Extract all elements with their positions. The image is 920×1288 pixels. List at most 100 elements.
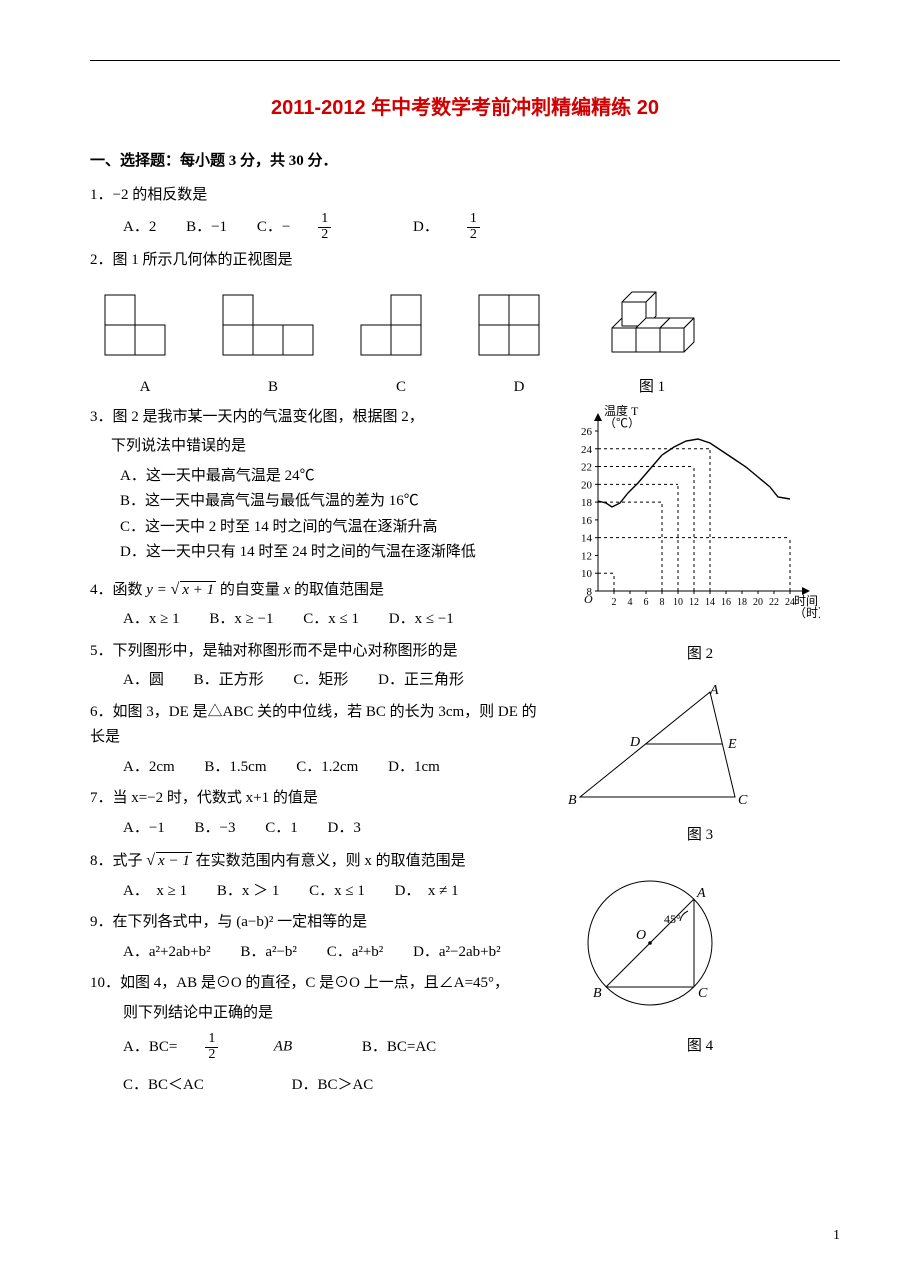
q4-A: A．x ≥ 1 xyxy=(123,607,180,633)
fig2-chart: 262422201816141210824681012141618202224温… xyxy=(560,401,840,668)
svg-text:8: 8 xyxy=(660,597,665,608)
svg-text:B: B xyxy=(593,986,602,1001)
svg-text:14: 14 xyxy=(705,597,715,608)
q2-optD: D xyxy=(474,290,564,401)
q5-C: C．矩形 xyxy=(293,668,348,694)
q3-D: D．这一天中只有 14 时至 24 时之间的气温在逐渐降低 xyxy=(90,540,546,566)
q8-stem: 8．式子 √x − 1 在实数范围内有意义，则 x 的取值范围是 xyxy=(90,847,546,875)
fig4-circle: A B C O 45° 图 4 xyxy=(560,863,840,1060)
q2-optB: B xyxy=(218,290,328,401)
svg-text:（℃）: （℃） xyxy=(604,416,640,430)
q3-A: A．这一天中最高气温是 24℃ xyxy=(90,464,546,490)
q8-D: D． x ≠ 1 xyxy=(395,879,459,905)
svg-text:C: C xyxy=(738,793,748,808)
svg-text:O: O xyxy=(584,592,593,606)
q4-D: D．x ≤ −1 xyxy=(389,607,454,633)
q1-C: C．−12 xyxy=(257,212,383,242)
fig1-cubes-svg xyxy=(592,280,712,360)
svg-text:22: 22 xyxy=(769,597,779,608)
q9-B: B．a²−b² xyxy=(240,940,297,966)
svg-text:20: 20 xyxy=(753,597,763,608)
svg-text:2: 2 xyxy=(612,597,617,608)
q2-optC: C xyxy=(356,290,446,401)
q9-stem: 9．在下列各式中，与 (a−b)² 一定相等的是 xyxy=(90,910,546,936)
q8-B: B．x ＞ 1 xyxy=(217,879,280,905)
svg-text:26: 26 xyxy=(581,426,593,438)
q5-stem: 5．下列图形中，是轴对称图形而不是中心对称图形的是 xyxy=(90,639,546,665)
svg-text:16: 16 xyxy=(721,597,731,608)
q4-B: B．x ≥ −1 xyxy=(209,607,273,633)
svg-text:18: 18 xyxy=(581,497,593,509)
svg-text:22: 22 xyxy=(581,461,592,473)
svg-text:A: A xyxy=(709,683,719,698)
section1-heading: 一、选择题：每小题 3 分，共 30 分． xyxy=(90,149,840,175)
q2-figD-svg xyxy=(474,290,564,360)
q1-stem: 1．−2 的相反数是 xyxy=(90,183,840,209)
q10-stem: 10．如图 4，AB 是⊙O 的直径，C 是⊙O 上一点，且∠A=45°， xyxy=(90,971,546,997)
svg-text:12: 12 xyxy=(581,550,592,562)
svg-text:20: 20 xyxy=(581,479,593,491)
q6-B: B．1.5cm xyxy=(204,755,266,781)
fig4-svg: A B C O 45° xyxy=(560,863,750,1023)
q10-line2: 则下列结论中正确的是 xyxy=(90,1001,546,1027)
svg-text:B: B xyxy=(568,793,577,808)
q2-stem: 2．图 1 所示几何体的正视图是 xyxy=(90,248,840,274)
fig2-label: 图 2 xyxy=(560,642,840,668)
svg-text:24: 24 xyxy=(581,444,593,456)
q6-D: D．1cm xyxy=(388,755,440,781)
q5-B: B．正方形 xyxy=(194,668,264,694)
q3-C: C．这一天中 2 时至 14 时之间的气温在逐渐升高 xyxy=(90,515,546,541)
q2-optA: A xyxy=(100,290,190,401)
q8-C: C．x ≤ 1 xyxy=(309,879,365,905)
q7-D: D．3 xyxy=(328,816,361,842)
fig3-svg: A B C D E xyxy=(560,682,770,812)
q9-C: C．a²+b² xyxy=(327,940,384,966)
svg-text:14: 14 xyxy=(581,533,593,545)
q10-C: C．BC＜AC xyxy=(123,1073,204,1099)
svg-text:45°: 45° xyxy=(664,912,681,926)
q9-A: A．a²+2ab+b² xyxy=(123,940,211,966)
q3-B: B．这一天中最高气温与最低气温的差为 16℃ xyxy=(90,489,546,515)
q8-A: A． x ≥ 1 xyxy=(123,879,187,905)
q9-D: D．a²−2ab+b² xyxy=(413,940,501,966)
q7-B: B．−3 xyxy=(195,816,236,842)
fig3-triangle: A B C D E 图 3 xyxy=(560,682,840,849)
q1-A: A．2 xyxy=(123,215,156,241)
q10-A: A．BC=12 AB xyxy=(123,1032,292,1062)
svg-text:6: 6 xyxy=(644,597,649,608)
q4-C: C．x ≤ 1 xyxy=(303,607,359,633)
q1-options: A．2 B．−1 C．−12 D．12 xyxy=(90,212,840,242)
fig2-svg: 262422201816141210824681012141618202224温… xyxy=(560,401,820,631)
q2-figB-svg xyxy=(218,290,328,360)
q3-stem: 3．图 2 是我市某一天内的气温变化图，根据图 2， xyxy=(90,405,546,431)
top-rule xyxy=(90,60,840,61)
q2-fig1: 图 1 xyxy=(592,280,712,401)
q10-D: D．BC＞AC xyxy=(292,1073,374,1099)
q6-C: C．1.2cm xyxy=(296,755,358,781)
q4-stem: 4．函数 y = √x + 1 的自变量 x 的取值范围是 xyxy=(90,576,546,604)
q2-figures-row: A B C D xyxy=(100,280,840,401)
svg-text:（时）: （时） xyxy=(794,606,820,620)
svg-text:4: 4 xyxy=(628,597,633,608)
page-number: 1 xyxy=(90,1224,840,1248)
q7-stem: 7．当 x=−2 时，代数式 x+1 的值是 xyxy=(90,786,546,812)
doc-title: 2011-2012 年中考数学考前冲刺精编精练 20 xyxy=(90,91,840,125)
svg-text:D: D xyxy=(629,735,640,750)
fig4-label: 图 4 xyxy=(560,1034,840,1060)
q3-line2: 下列说法中错误的是 xyxy=(90,434,546,460)
q6-A: A．2cm xyxy=(123,755,175,781)
svg-text:E: E xyxy=(727,737,737,752)
fig3-label: 图 3 xyxy=(560,823,840,849)
q1-D: D．12 xyxy=(413,212,532,242)
svg-text:10: 10 xyxy=(673,597,683,608)
q2-figA-svg xyxy=(100,290,190,360)
q7-A: A．−1 xyxy=(123,816,165,842)
svg-text:O: O xyxy=(636,928,646,943)
q5-D: D．正三角形 xyxy=(378,668,464,694)
svg-text:10: 10 xyxy=(581,568,593,580)
q10-B: B．BC=AC xyxy=(362,1035,436,1061)
svg-text:18: 18 xyxy=(737,597,747,608)
svg-text:16: 16 xyxy=(581,515,593,527)
svg-text:C: C xyxy=(698,986,708,1001)
q2-figC-svg xyxy=(356,290,446,360)
